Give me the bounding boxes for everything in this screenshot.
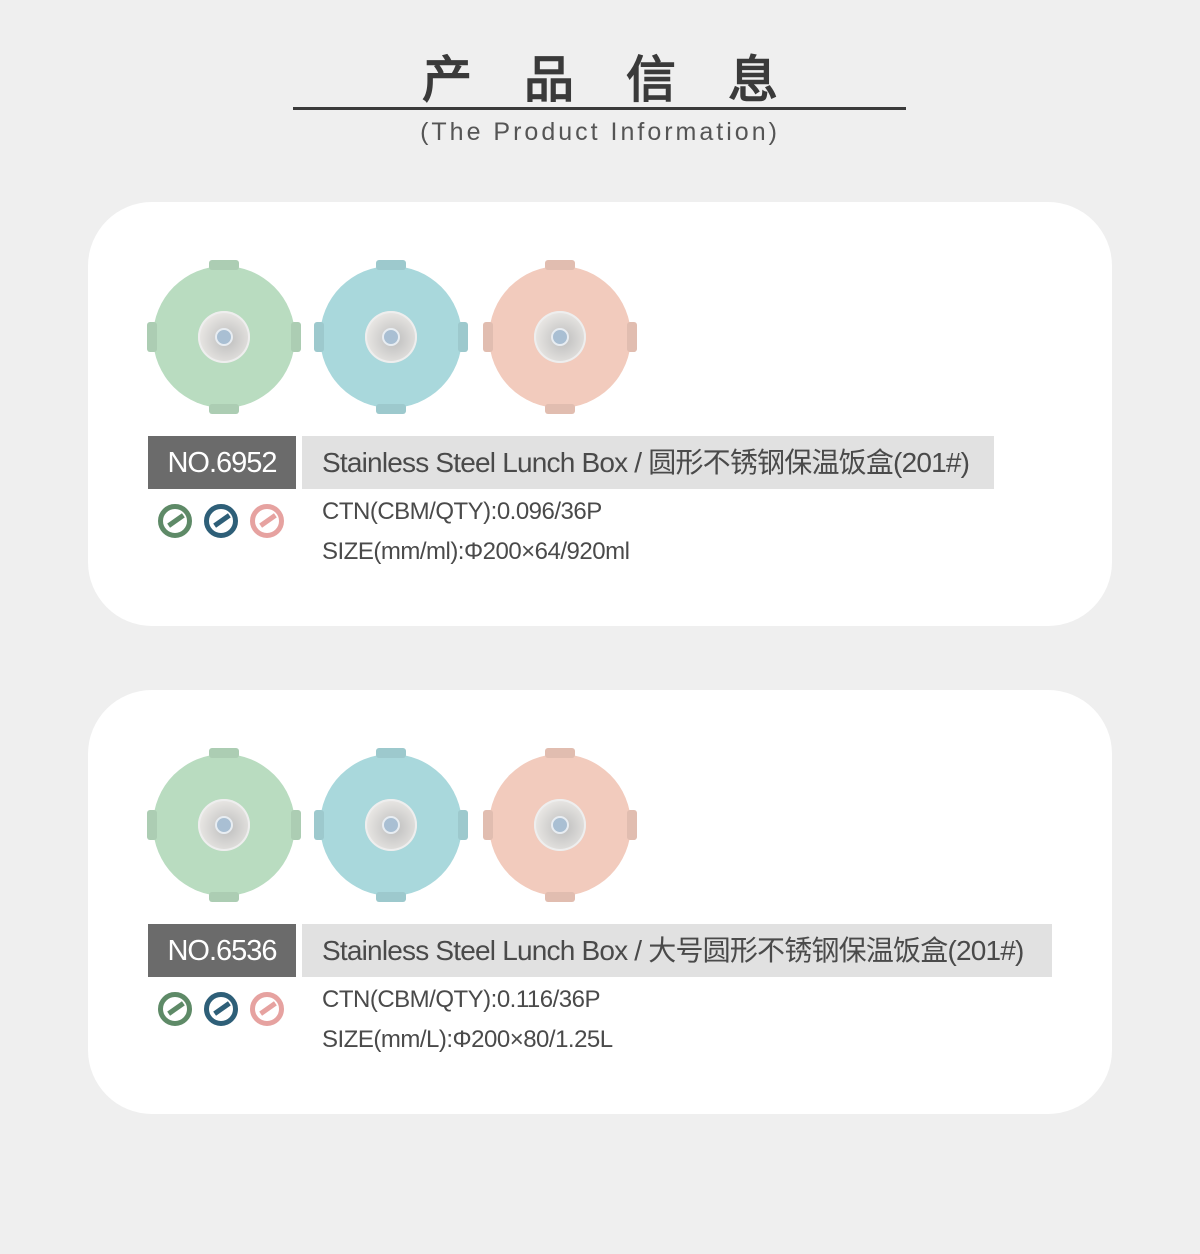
page-subtitle: (The Product Information) [420, 118, 780, 146]
eco-blue-icon [204, 992, 238, 1026]
product-image-blue [314, 260, 468, 414]
product-name: Stainless Steel Lunch Box / 大号圆形不锈钢保温饭盒(… [302, 924, 1052, 977]
product-image-pink [483, 748, 637, 902]
product-card: NO.6952 Stainless Steel Lunch Box / 圆形不锈… [88, 202, 1112, 626]
eco-green-icon [158, 504, 192, 538]
title-divider [293, 107, 906, 110]
product-card: NO.6536 Stainless Steel Lunch Box / 大号圆形… [88, 690, 1112, 1114]
eco-pink-icon [250, 504, 284, 538]
page-title: 产品信息 [422, 51, 830, 109]
ctn-spec: CTN(CBM/QTY):0.116/36P [322, 986, 600, 1013]
product-image-blue [314, 748, 468, 902]
product-image-green [147, 748, 301, 902]
eco-pink-icon [250, 992, 284, 1026]
eco-green-icon [158, 992, 192, 1026]
ctn-spec: CTN(CBM/QTY):0.096/36P [322, 498, 602, 525]
eco-blue-icon [204, 504, 238, 538]
product-image-pink [483, 260, 637, 414]
product-number: NO.6536 [148, 924, 296, 977]
product-number: NO.6952 [148, 436, 296, 489]
size-spec: SIZE(mm/ml):Φ200×64/920ml [322, 538, 630, 565]
product-image-green [147, 260, 301, 414]
color-icons [158, 992, 284, 1026]
size-spec: SIZE(mm/L):Φ200×80/1.25L [322, 1026, 613, 1053]
product-name: Stainless Steel Lunch Box / 圆形不锈钢保温饭盒(20… [302, 436, 994, 489]
color-icons [158, 504, 284, 538]
